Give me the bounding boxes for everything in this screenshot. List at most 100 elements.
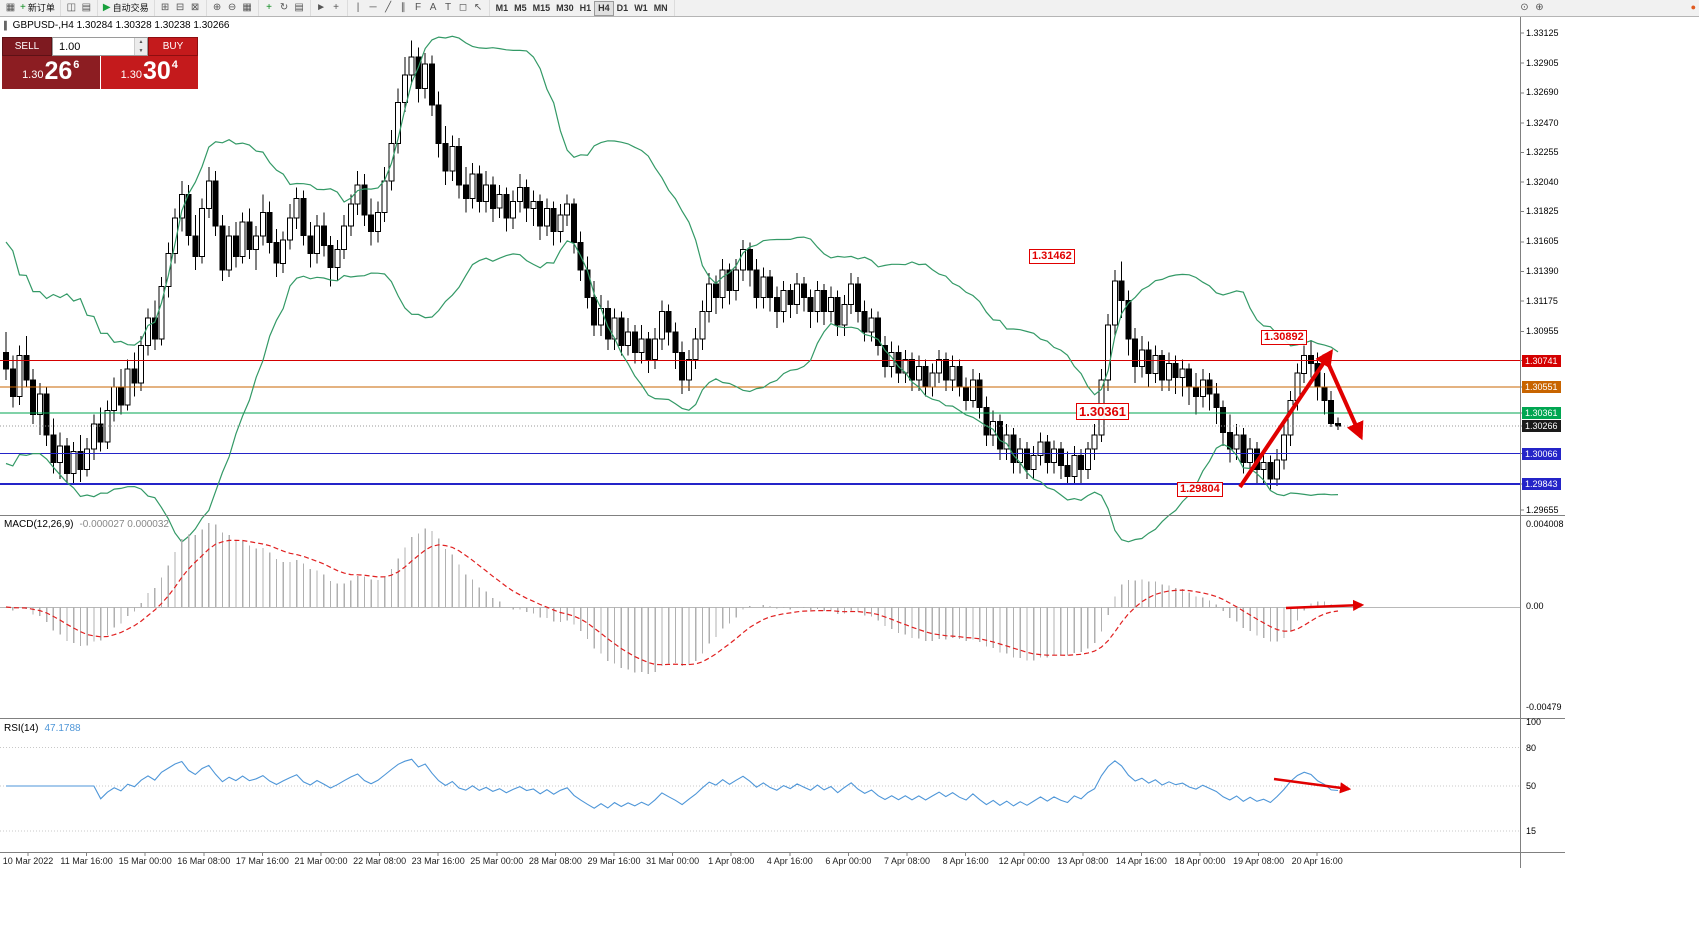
symbol-ohlc-line: ▌ GBPUSD-,H4 1.30284 1.30328 1.30238 1.3… [4,20,230,31]
refresh-icon[interactable]: ↻ [277,1,292,15]
price-scale[interactable]: 1.33125 1.32905 1.32690 1.32470 1.32255 1.320… [1521,17,1699,857]
one-click-trading-panel: SELL ▲ ▼ BUY 1.30 26 6 1.30 30 4 [2,37,198,89]
time-tick-label: 17 Mar 16:00 [235,856,289,866]
timeframe-mn[interactable]: MN [653,3,668,13]
volume-stepper: ▲ ▼ [134,38,147,55]
timeframe-m5[interactable]: M5 [514,3,527,13]
buy-price-button[interactable]: 1.30 30 4 [100,56,198,89]
trend-arrows[interactable] [1238,349,1365,794]
timeframe-m15[interactable]: M15 [532,3,551,13]
arrow-tool-icon[interactable]: ↖ [471,1,486,15]
macd-indicator-label: MACD(12,26,9) -0.000027 0.000032 [4,519,169,530]
trendline-icon[interactable]: ╱ [381,1,396,15]
price-callout[interactable]: 1.31462 [1029,249,1075,264]
chart-canvas[interactable] [0,17,1565,936]
up-trend-arrow[interactable] [1238,349,1334,489]
toolbar-group-zoom: ⊕ ⊖ ▦ [207,0,259,16]
timeframe-m30[interactable]: M30 [556,3,574,13]
templates-icon-glyph: ▤ [294,2,304,13]
rsi-axis-label: 50 [1526,781,1537,791]
arrange-windows-icon[interactable]: ⊠ [188,1,203,15]
toolbar-group-trading: ▶ 自动交易 [98,0,155,16]
text-icon-glyph: A [429,2,437,13]
axis-ticks [27,32,1524,856]
refresh-icon-glyph: ↻ [279,2,289,13]
add-indicator-icon[interactable]: + [262,1,277,15]
timeframe-w1[interactable]: W1 [634,3,648,13]
new-order-button[interactable]: + 新订单 [18,1,57,15]
volume-decrease-button[interactable]: ▼ [135,46,147,55]
buy-button[interactable]: BUY [148,37,198,56]
label-icon[interactable]: T [441,1,456,15]
shapes-icon[interactable]: ◻ [456,1,471,15]
time-tick-label: 25 Mar 00:00 [470,856,524,866]
vertical-line-icon[interactable]: | [351,1,366,15]
toolbar-group-file: ▦ + 新订单 [0,0,61,16]
market-watch-icon[interactable]: ▤ [79,1,94,15]
time-tick-label: 13 Apr 08:00 [1057,856,1109,866]
toolbar-right-icons: ⊙ ⊕ [1517,1,1547,15]
search-icon[interactable]: ⊙ [1520,2,1529,13]
chart-grid-icon-glyph: ▦ [242,2,252,13]
price-level-badge: 1.29843 [1522,478,1561,491]
auto-trading-button[interactable]: ▶ 自动交易 [101,1,151,15]
price-level-badge: 1.30066 [1522,447,1561,460]
rsi-direction-arrow[interactable] [1273,777,1352,794]
timeframe-d1[interactable]: D1 [616,3,629,13]
templates-icon[interactable]: ▤ [292,1,307,15]
timeframe-h4[interactable]: H4 [594,0,614,16]
timeframe-h1[interactable]: H1 [579,3,592,13]
tile-windows-icon[interactable]: ⊞ [158,1,173,15]
sell-price-main: 1.30 [22,69,44,81]
price-tick-label: 1.31825 [1526,206,1559,217]
cascade-windows-icon[interactable]: ⊟ [173,1,188,15]
charts-icon-glyph: ◫ [66,2,77,13]
price-callout[interactable]: 1.29804 [1177,482,1223,497]
volume-field[interactable]: ▲ ▼ [52,37,148,56]
zoom-in-icon[interactable]: ⊕ [210,1,225,15]
bollinger-lower-band [5,240,1339,543]
macd-name: MACD(12,26,9) [4,519,74,530]
magnifier-icon[interactable]: ⊕ [1535,2,1544,13]
charts-icon[interactable]: ◫ [64,1,79,15]
down-trend-arrow[interactable] [1322,353,1364,441]
buy-price-main: 1.30 [120,69,142,81]
macd-signal-line [5,539,1339,666]
crosshair-icon[interactable]: + [329,1,344,15]
label-icon-glyph: T [445,2,452,13]
crosshair-icon-glyph: + [333,2,339,13]
rsi-value: 47.1788 [44,723,81,734]
shapes-icon-glyph: ◻ [458,2,468,13]
time-scale[interactable]: 10 Mar 2022 11 Mar 16:00 15 Mar 00:00 16 Ma… [0,853,1565,868]
vertical-line-icon-glyph: | [356,2,360,13]
volume-input[interactable] [53,38,134,55]
price-level-badge: 1.30551 [1522,380,1561,393]
horizontal-line-icon[interactable]: ─ [366,1,381,15]
price-callout[interactable]: 1.30361 [1076,403,1129,420]
price-callout[interactable]: 1.30892 [1261,330,1307,345]
price-tick-label: 1.32255 [1526,147,1559,158]
time-tick-label: 20 Apr 16:00 [1291,856,1343,866]
time-tick-label: 22 Mar 08:00 [353,856,407,866]
macd-direction-arrow[interactable] [1285,599,1365,611]
arrange-windows-icon-glyph: ⊠ [190,2,200,13]
window-icon[interactable]: ▦ [3,1,18,15]
sell-price-button[interactable]: 1.30 26 6 [2,56,101,89]
cursor-icon[interactable]: ► [314,1,329,15]
fibonacci-icon[interactable]: F [411,1,426,15]
connection-status-icon[interactable]: ● [1690,2,1696,12]
sell-button[interactable]: SELL [2,37,52,56]
zoom-out-icon[interactable]: ⊖ [225,1,240,15]
text-icon[interactable]: A [426,1,441,15]
add-indicator-icon-glyph: + [266,2,272,13]
channel-icon[interactable]: ∥ [396,1,411,15]
macd-axis-label: 0.004008 [1526,519,1564,529]
timeframe-m1[interactable]: M1 [495,3,509,13]
buy-price-pips: 30 [142,57,171,85]
horizontal-line-icon-glyph: ─ [369,2,377,13]
time-tick-label: 29 Mar 16:00 [587,856,641,866]
sell-price-pips: 26 [44,57,73,85]
time-tick-label: 15 Mar 00:00 [118,856,172,866]
volume-increase-button[interactable]: ▲ [135,38,147,47]
chart-grid-icon[interactable]: ▦ [240,1,255,15]
